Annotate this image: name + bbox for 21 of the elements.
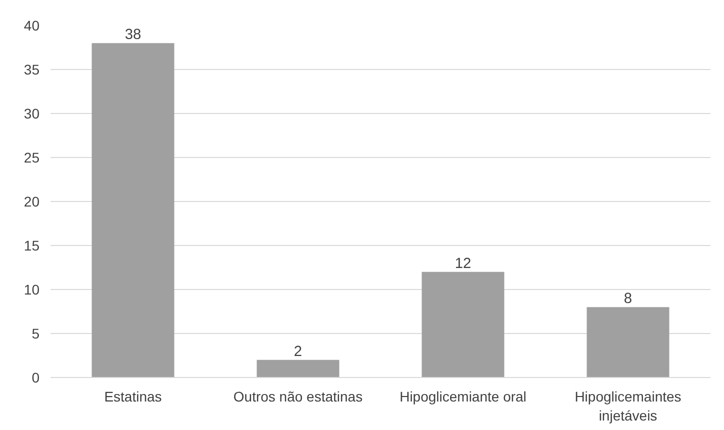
bar bbox=[256, 360, 340, 378]
y-tick-label: 15 bbox=[24, 238, 40, 254]
y-tick-label: 5 bbox=[32, 326, 40, 342]
data-label: 2 bbox=[294, 344, 302, 360]
y-tick-label: 20 bbox=[24, 194, 40, 210]
y-tick-label: 10 bbox=[24, 282, 40, 298]
y-tick-label: 30 bbox=[24, 106, 40, 122]
x-tick-label: Hipoglicemaintes injetáveis bbox=[574, 388, 682, 424]
data-label: 8 bbox=[624, 291, 632, 308]
y-tick-label: 25 bbox=[24, 150, 40, 166]
bar bbox=[422, 272, 504, 378]
y-tick-label: 0 bbox=[32, 370, 40, 386]
x-tick-label: Hipoglicemiante oral bbox=[400, 388, 526, 404]
bar bbox=[92, 43, 174, 378]
data-label: 12 bbox=[454, 256, 472, 272]
bar bbox=[586, 307, 670, 378]
x-tick-label: Estatinas bbox=[104, 388, 162, 404]
y-tick-label: 35 bbox=[24, 62, 40, 78]
y-tick-label: 40 bbox=[24, 18, 40, 34]
data-label: 38 bbox=[124, 27, 142, 44]
x-tick-label: Outros não estatinas bbox=[233, 388, 363, 404]
